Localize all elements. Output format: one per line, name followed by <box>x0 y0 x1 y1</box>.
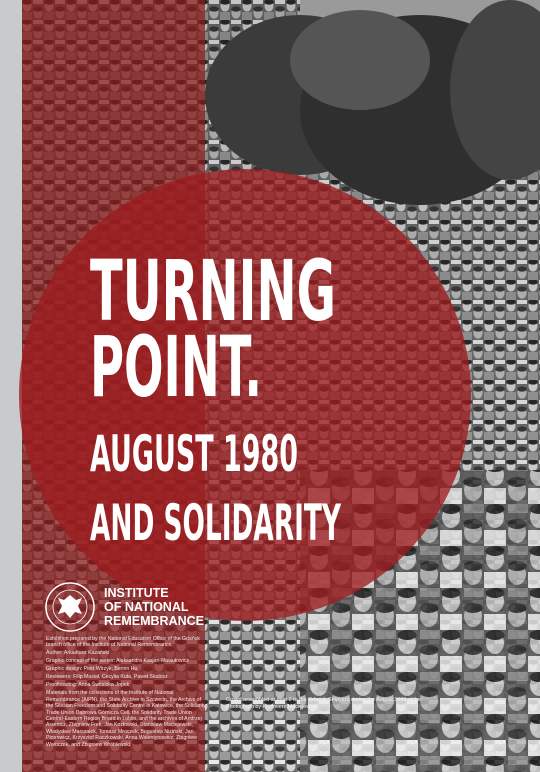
institution-line: INSTITUTE <box>104 586 169 600</box>
credit-line: Materials from the collections of the In… <box>46 690 206 748</box>
credit-line: Proofreading: Anna Świtalska-Jopek <box>46 682 206 688</box>
institution-line: REMEMBRANCE <box>104 614 204 628</box>
credit-line: Exhibition prepared by the National Educ… <box>46 636 206 649</box>
title-line: POINT. <box>90 318 262 416</box>
credit-line: Graphic concept of the series: Aleksandr… <box>46 658 206 664</box>
credit-line: Reviewers: Filip Musiał, Cecylia Kuta, P… <box>46 674 206 680</box>
institution-line: OF NATIONAL <box>104 600 189 614</box>
page: {"poster": { "title": ["TURNING", "POINT… <box>0 0 540 772</box>
credits: Exhibition prepared by the National Educ… <box>46 636 206 750</box>
subtitle-line: AND SOLIDARITY <box>90 494 341 552</box>
credit-line: Author: Arkadiusz Kazański <box>46 650 206 656</box>
photo-caption: Crowd assembled at gate 2 to the Gdańsk … <box>226 697 426 710</box>
credit-line: Graphic design: Piotr Wirzyk, Bernin Hu <box>46 666 206 672</box>
subtitle-line: AUGUST 1980 <box>90 425 298 483</box>
logo <box>46 583 94 631</box>
